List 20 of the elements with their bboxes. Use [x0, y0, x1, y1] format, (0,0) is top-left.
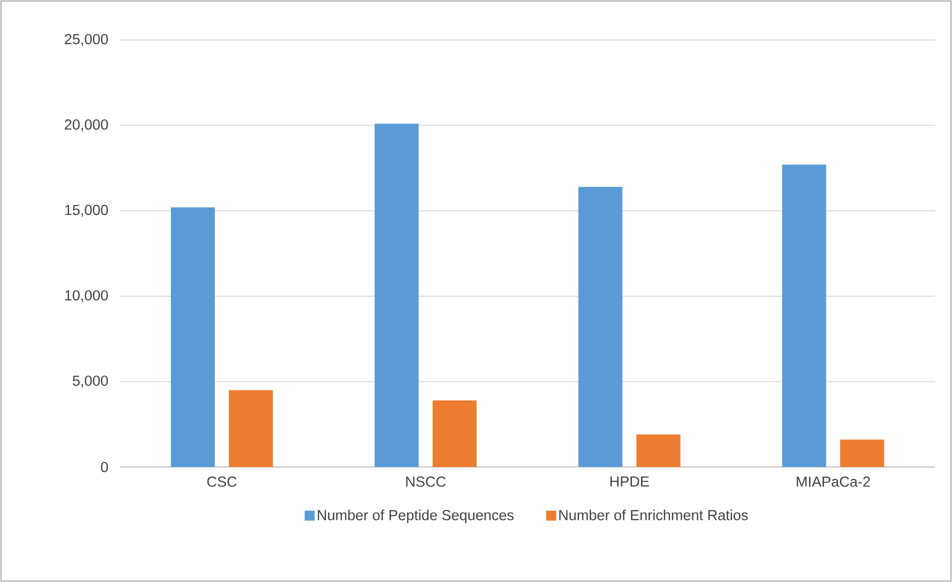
bar	[840, 440, 884, 467]
y-tick-label: 0	[100, 462, 108, 472]
y-tick-label: 20,000	[64, 119, 108, 132]
x-tick-label: NSCC	[406, 476, 446, 487]
bar	[374, 124, 419, 467]
y-tick-label: 25,000	[64, 34, 108, 46]
bar	[578, 186, 622, 467]
bar	[228, 390, 273, 467]
legend-label: Number of Enrichment Ratios	[559, 510, 748, 520]
y-tick-label: 5,000	[72, 376, 108, 388]
bar	[636, 434, 680, 467]
legend-label: Number of Peptide Sequences	[318, 510, 514, 524]
bar	[432, 400, 477, 467]
x-tick-label: MIAPaCa-2	[796, 476, 870, 487]
bar	[170, 207, 215, 467]
x-tick-label: CSC	[207, 476, 237, 487]
y-tick-label: 15,000	[65, 204, 108, 217]
bar	[782, 164, 826, 467]
y-tick-label: 10,000	[65, 290, 108, 302]
x-tick-label: HPDE	[610, 476, 649, 486]
